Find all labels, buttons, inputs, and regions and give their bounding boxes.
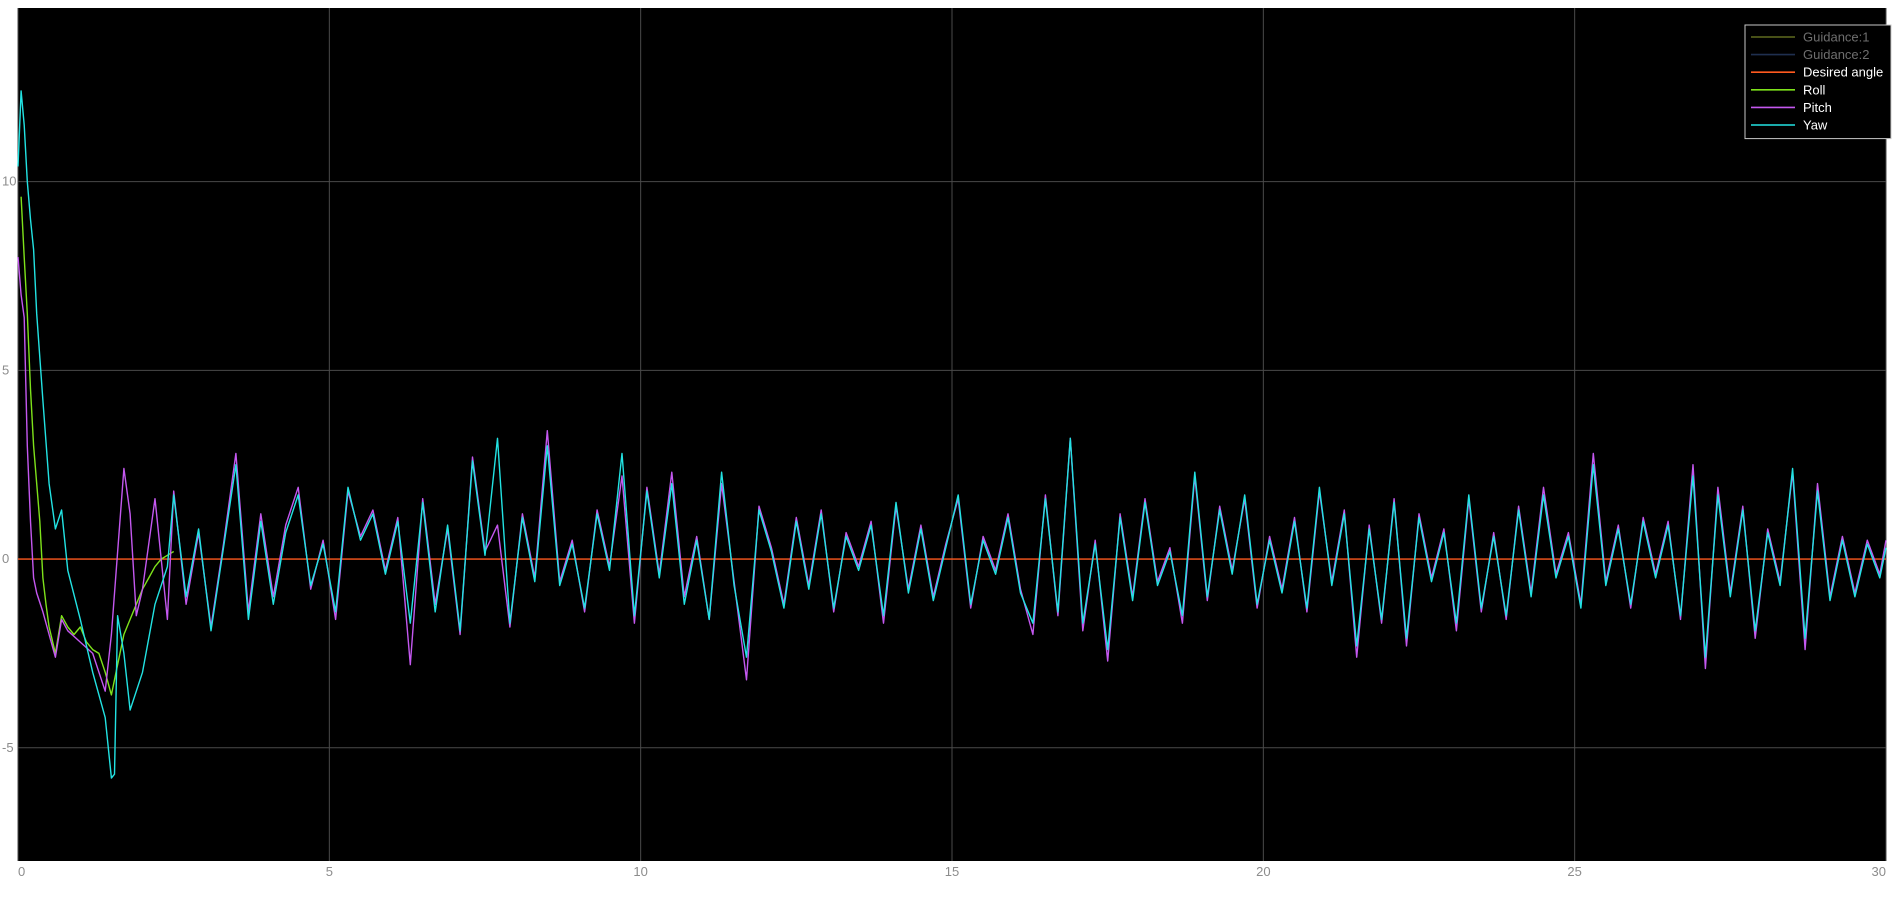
- series-lines: [17, 90, 1887, 779]
- legend-entry-label: Desired angle: [1803, 65, 1883, 80]
- x-tick-label: 15: [945, 864, 959, 879]
- y-tick-label: 5: [2, 362, 9, 377]
- y-tick-label: 10: [2, 174, 16, 189]
- y-tick-label: -5: [2, 740, 14, 755]
- legend-box: [1744, 24, 1892, 140]
- x-tick-label: 10: [633, 864, 647, 879]
- legend: Guidance:1 Guidance:2 Desired angle Roll Pit…: [1744, 24, 1892, 140]
- x-tick-label: 30: [1872, 864, 1886, 879]
- x-tick-label: 25: [1567, 864, 1581, 879]
- x-tick-label: 5: [326, 864, 333, 879]
- legend-entry-label: Guidance:2: [1803, 47, 1870, 62]
- legend-entry-label: Yaw: [1803, 118, 1828, 133]
- tick-labels: 0 5 10 15 20 25 30 -5 0 5 10: [2, 174, 1886, 879]
- legend-entry-label: Pitch: [1803, 100, 1832, 115]
- x-tick-label: 0: [18, 864, 25, 879]
- x-tick-label: 20: [1256, 864, 1270, 879]
- series-line-yaw: [17, 90, 1887, 779]
- y-tick-label: 0: [2, 551, 9, 566]
- legend-entry-label: Roll: [1803, 82, 1826, 97]
- legend-entry-label: Guidance:1: [1803, 30, 1870, 45]
